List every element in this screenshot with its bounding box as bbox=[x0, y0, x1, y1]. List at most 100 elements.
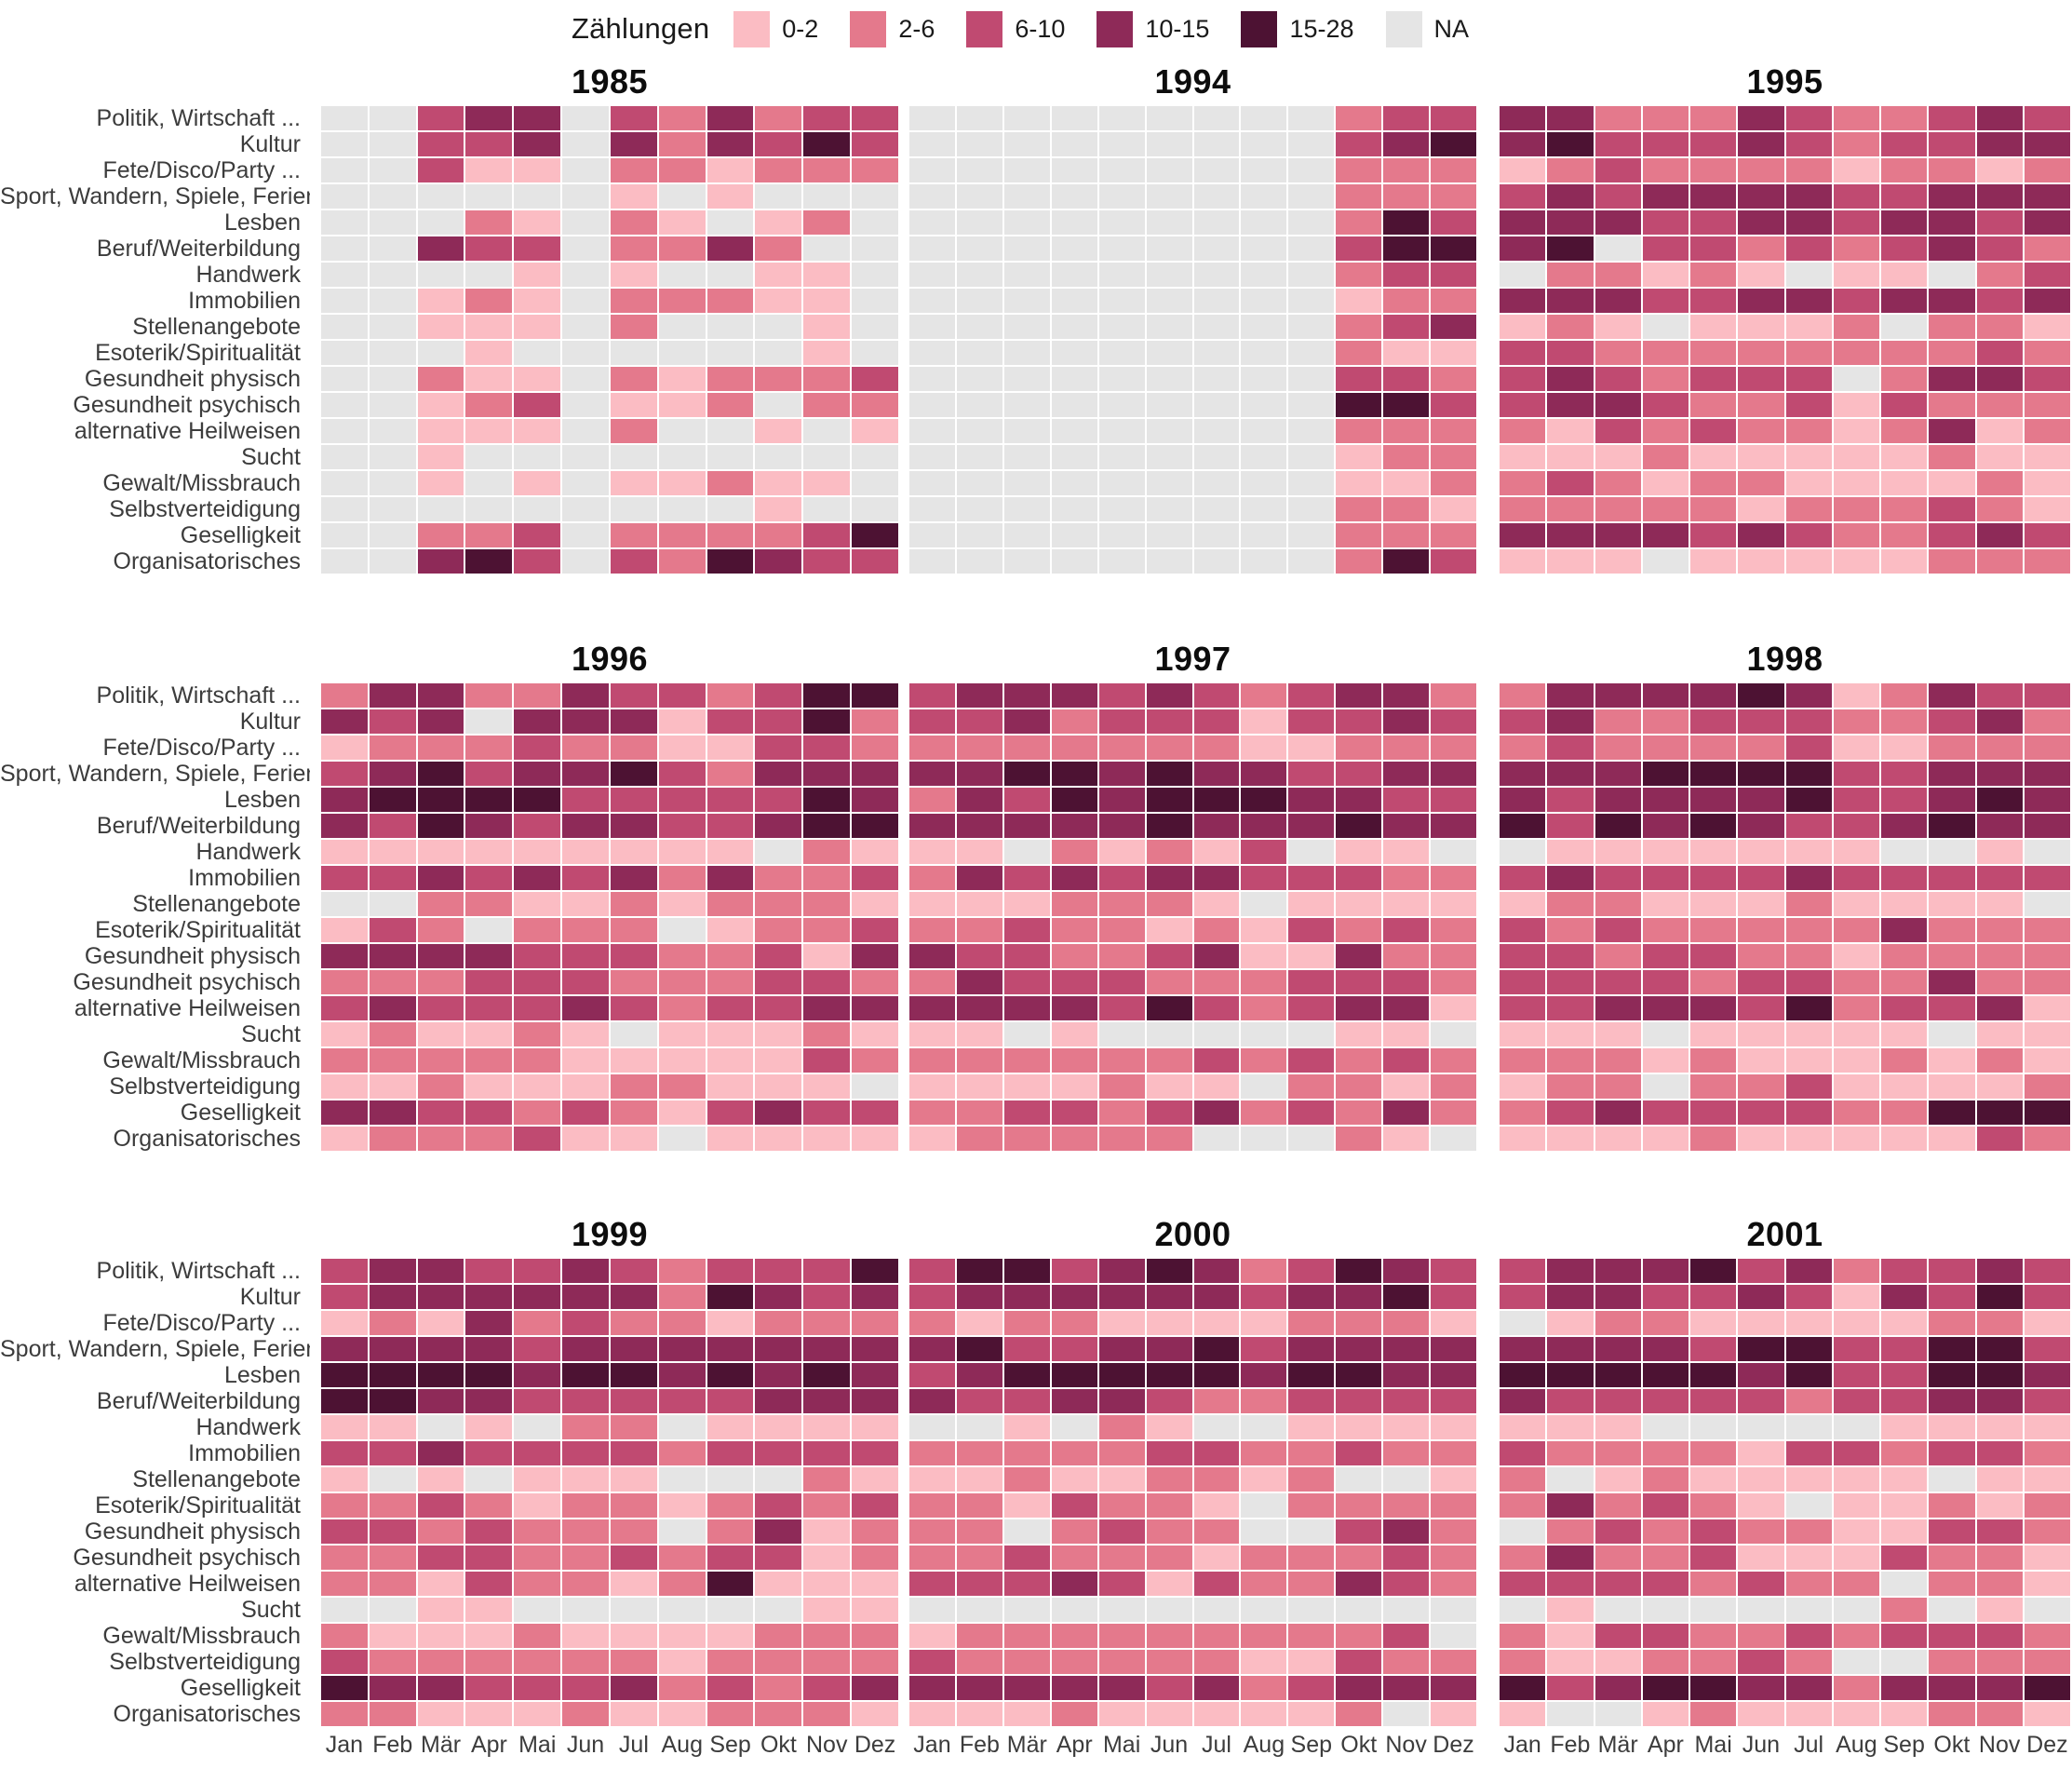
heatmap-cell[interactable] bbox=[562, 709, 609, 734]
heatmap-cell[interactable] bbox=[1738, 210, 1784, 235]
heatmap-cell[interactable] bbox=[1642, 497, 1689, 521]
heatmap-cell[interactable] bbox=[1241, 419, 1287, 443]
heatmap-cell[interactable] bbox=[1642, 1702, 1689, 1726]
heatmap-cell[interactable] bbox=[1833, 1389, 1879, 1413]
heatmap-cell[interactable] bbox=[1098, 471, 1145, 495]
heatmap-cell[interactable] bbox=[1500, 1022, 1546, 1046]
heatmap-cell[interactable] bbox=[1431, 918, 1476, 942]
heatmap-cell[interactable] bbox=[1785, 1311, 1832, 1335]
heatmap-cell[interactable] bbox=[1594, 184, 1641, 209]
heatmap-cell[interactable] bbox=[1785, 367, 1832, 391]
heatmap-cell[interactable] bbox=[658, 970, 706, 994]
heatmap-cell[interactable] bbox=[1193, 709, 1240, 734]
heatmap-cell[interactable] bbox=[1642, 445, 1689, 469]
heatmap-cell[interactable] bbox=[1642, 1337, 1689, 1361]
heatmap-cell[interactable] bbox=[1833, 762, 1879, 786]
heatmap-cell[interactable] bbox=[1003, 1598, 1050, 1622]
heatmap-cell[interactable] bbox=[1738, 106, 1784, 130]
heatmap-cell[interactable] bbox=[909, 788, 955, 812]
heatmap-cell[interactable] bbox=[1594, 236, 1641, 261]
heatmap-cell[interactable] bbox=[1193, 367, 1240, 391]
heatmap-cell[interactable] bbox=[1929, 970, 1975, 994]
heatmap-cell[interactable] bbox=[1690, 106, 1737, 130]
heatmap-cell[interactable] bbox=[956, 1285, 1002, 1309]
heatmap-cell[interactable] bbox=[1288, 1100, 1335, 1125]
heatmap-cell[interactable] bbox=[1785, 1415, 1832, 1439]
heatmap-cell[interactable] bbox=[909, 367, 955, 391]
heatmap-cell[interactable] bbox=[1690, 892, 1737, 916]
heatmap-cell[interactable] bbox=[1738, 736, 1784, 760]
heatmap-cell[interactable] bbox=[1738, 1702, 1784, 1726]
heatmap-cell[interactable] bbox=[1690, 393, 1737, 417]
heatmap-cell[interactable] bbox=[1929, 1048, 1975, 1073]
heatmap-cell[interactable] bbox=[1594, 762, 1641, 786]
heatmap-cell[interactable] bbox=[803, 497, 851, 521]
heatmap-cell[interactable] bbox=[514, 1650, 561, 1674]
heatmap-cell[interactable] bbox=[1929, 709, 1975, 734]
heatmap-cell[interactable] bbox=[369, 445, 416, 469]
heatmap-cell[interactable] bbox=[1146, 840, 1192, 864]
heatmap-cell[interactable] bbox=[706, 1285, 754, 1309]
heatmap-cell[interactable] bbox=[1738, 866, 1784, 890]
heatmap-cell[interactable] bbox=[706, 289, 754, 313]
heatmap-cell[interactable] bbox=[803, 549, 851, 574]
heatmap-cell[interactable] bbox=[1431, 762, 1476, 786]
heatmap-cell[interactable] bbox=[956, 1337, 1002, 1361]
heatmap-cell[interactable] bbox=[1003, 970, 1050, 994]
heatmap-cell[interactable] bbox=[1738, 1415, 1784, 1439]
heatmap-cell[interactable] bbox=[1193, 1048, 1240, 1073]
heatmap-cell[interactable] bbox=[1785, 419, 1832, 443]
heatmap-cell[interactable] bbox=[852, 1363, 898, 1387]
heatmap-cell[interactable] bbox=[1241, 1022, 1287, 1046]
heatmap-cell[interactable] bbox=[369, 918, 416, 942]
heatmap-cell[interactable] bbox=[1431, 1546, 1476, 1570]
heatmap-cell[interactable] bbox=[1690, 549, 1737, 574]
heatmap-cell[interactable] bbox=[417, 315, 464, 339]
heatmap-cell[interactable] bbox=[417, 549, 464, 574]
heatmap-cell[interactable] bbox=[562, 1048, 609, 1073]
heatmap-cell[interactable] bbox=[514, 184, 561, 209]
heatmap-cell[interactable] bbox=[1976, 1389, 2023, 1413]
heatmap-cell[interactable] bbox=[1642, 1363, 1689, 1387]
heatmap-cell[interactable] bbox=[1241, 1337, 1287, 1361]
heatmap-cell[interactable] bbox=[1336, 736, 1382, 760]
heatmap-cell[interactable] bbox=[1500, 1676, 1546, 1700]
heatmap-cell[interactable] bbox=[1003, 132, 1050, 156]
heatmap-cell[interactable] bbox=[514, 210, 561, 235]
heatmap-cell[interactable] bbox=[1003, 445, 1050, 469]
heatmap-cell[interactable] bbox=[1383, 263, 1430, 287]
heatmap-cell[interactable] bbox=[852, 840, 898, 864]
heatmap-cell[interactable] bbox=[1003, 419, 1050, 443]
heatmap-cell[interactable] bbox=[1547, 944, 1594, 968]
heatmap-cell[interactable] bbox=[909, 736, 955, 760]
heatmap-cell[interactable] bbox=[321, 184, 368, 209]
heatmap-cell[interactable] bbox=[369, 970, 416, 994]
heatmap-cell[interactable] bbox=[803, 1467, 851, 1492]
heatmap-cell[interactable] bbox=[1241, 736, 1287, 760]
heatmap-cell[interactable] bbox=[1241, 1676, 1287, 1700]
heatmap-cell[interactable] bbox=[417, 1022, 464, 1046]
heatmap-cell[interactable] bbox=[852, 419, 898, 443]
heatmap-cell[interactable] bbox=[1051, 341, 1097, 365]
heatmap-cell[interactable] bbox=[1833, 970, 1879, 994]
heatmap-cell[interactable] bbox=[909, 866, 955, 890]
heatmap-cell[interactable] bbox=[465, 549, 513, 574]
heatmap-cell[interactable] bbox=[1785, 1546, 1832, 1570]
heatmap-cell[interactable] bbox=[562, 549, 609, 574]
heatmap-cell[interactable] bbox=[562, 132, 609, 156]
heatmap-cell[interactable] bbox=[1690, 1546, 1737, 1570]
heatmap-cell[interactable] bbox=[465, 1650, 513, 1674]
heatmap-cell[interactable] bbox=[909, 970, 955, 994]
heatmap-cell[interactable] bbox=[1431, 683, 1476, 708]
heatmap-cell[interactable] bbox=[369, 523, 416, 547]
heatmap-cell[interactable] bbox=[1288, 393, 1335, 417]
heatmap-cell[interactable] bbox=[2024, 1546, 2070, 1570]
heatmap-cell[interactable] bbox=[417, 419, 464, 443]
heatmap-cell[interactable] bbox=[369, 1441, 416, 1465]
heatmap-cell[interactable] bbox=[1431, 1702, 1476, 1726]
heatmap-cell[interactable] bbox=[465, 341, 513, 365]
heatmap-cell[interactable] bbox=[803, 315, 851, 339]
heatmap-cell[interactable] bbox=[1288, 709, 1335, 734]
heatmap-cell[interactable] bbox=[1976, 497, 2023, 521]
heatmap-cell[interactable] bbox=[1051, 445, 1097, 469]
